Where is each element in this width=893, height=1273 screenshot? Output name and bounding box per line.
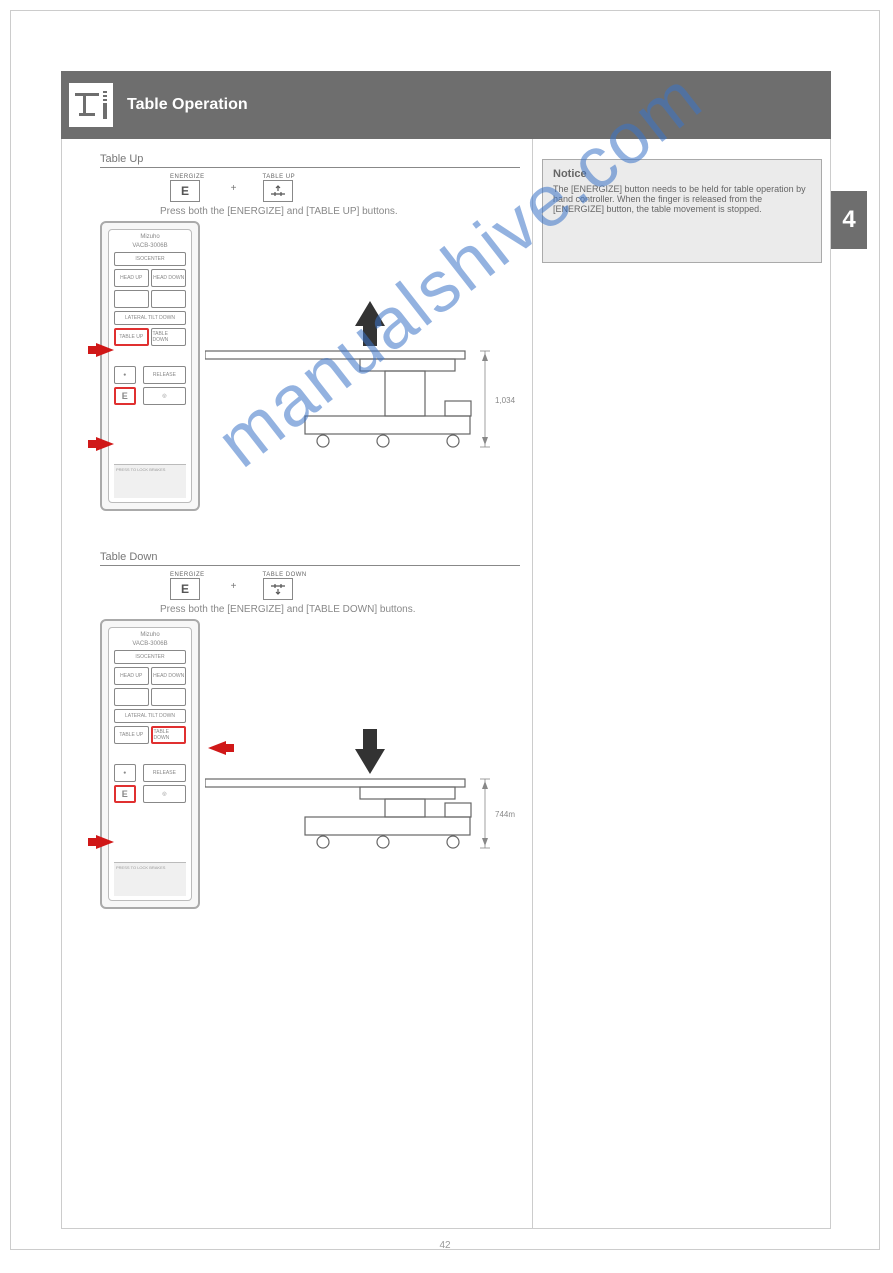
btn-box: E (170, 578, 200, 600)
divider (100, 167, 520, 168)
content-area: Table Up ENERGIZE E + TABLE UP Press bot… (61, 139, 831, 1229)
remote-btn-head-up: HEAD UP (114, 667, 149, 685)
arrow-pointer-icon (96, 343, 114, 357)
remote-btn (114, 688, 149, 706)
remote-footer: PRESS TO LOCK BRAKES (114, 862, 186, 896)
remote-btn (114, 290, 149, 308)
btn-box (263, 578, 293, 600)
remote-btn-head-up: HEAD UP (114, 269, 149, 287)
remote-btn-lateral: LATERAL TILT DOWN (114, 311, 186, 325)
table-drawing-up: 1,034mm (205, 291, 515, 461)
caption-down: Press both the [ENERGIZE] and [TABLE DOW… (160, 604, 520, 615)
plus-icon: + (231, 581, 237, 592)
remote-model: VACB-3006B (114, 641, 186, 647)
table-drawing-down: 744mm (205, 719, 515, 889)
dim-label: 744mm (495, 810, 515, 819)
arrow-pointer-icon (96, 835, 114, 849)
diagram-up: Mizuho VACB-3006B ISOCENTER HEAD UP HEAD… (100, 221, 520, 521)
remote-btn-table-down: TABLE DOWN (151, 726, 186, 744)
remote-btn (151, 688, 186, 706)
btn-label: TABLE UP (263, 174, 296, 180)
section-down-title: Table Down (100, 551, 520, 563)
energize-button-icon: ENERGIZE E (170, 572, 205, 600)
button-row-down: ENERGIZE E + TABLE DOWN (170, 572, 520, 600)
right-column: Notice The [ENERGIZE] button needs to be… (542, 139, 822, 263)
table-up-button-icon: TABLE UP (263, 174, 296, 202)
header-bar: Table Operation (61, 71, 831, 139)
page-frame: Table Operation 4 Table Up ENERGIZE E + … (10, 10, 880, 1250)
remote-btn-table-up: TABLE UP (114, 726, 149, 744)
remote-btn-head-down: HEAD DOWN (151, 667, 186, 685)
remote-btn-table-up: TABLE UP (114, 328, 149, 346)
page-number: 42 (439, 1240, 450, 1251)
column-divider (532, 139, 533, 1228)
remote-btn: ● (114, 764, 136, 782)
header-title: Table Operation (127, 96, 248, 114)
remote-btn: ◎ (143, 785, 186, 803)
remote-btn-release: RELEASE (143, 366, 186, 384)
btn-label: ENERGIZE (170, 174, 205, 180)
dim-label: 1,034mm (495, 396, 515, 405)
remote-brand: Mizuho (114, 234, 186, 240)
btn-box (263, 180, 293, 202)
left-column: Table Up ENERGIZE E + TABLE UP Press bot… (100, 139, 520, 1228)
remote-btn-head-down: HEAD DOWN (151, 269, 186, 287)
side-tab: 4 (831, 191, 867, 249)
remote-btn-isocenter: ISOCENTER (114, 650, 186, 664)
notice-body: The [ENERGIZE] button needs to be held f… (553, 184, 811, 214)
remote-btn-lateral: LATERAL TILT DOWN (114, 709, 186, 723)
notice-title: Notice (553, 168, 811, 180)
remote-btn-energize: E (114, 785, 136, 803)
energize-button-icon: ENERGIZE E (170, 174, 205, 202)
remote-btn-isocenter: ISOCENTER (114, 252, 186, 266)
remote-btn (151, 290, 186, 308)
remote-btn: ● (114, 366, 136, 384)
table-down-button-icon: TABLE DOWN (263, 572, 307, 600)
remote-btn-energize: E (114, 387, 136, 405)
divider (100, 565, 520, 566)
remote-brand: Mizuho (114, 632, 186, 638)
remote-controller: Mizuho VACB-3006B ISOCENTER HEAD UP HEAD… (100, 619, 200, 909)
caption-up: Press both the [ENERGIZE] and [TABLE UP]… (160, 206, 520, 217)
remote-footer: PRESS TO LOCK BRAKES (114, 464, 186, 498)
section-up-title: Table Up (100, 153, 520, 165)
btn-label: ENERGIZE (170, 572, 205, 578)
plus-icon: + (231, 183, 237, 194)
button-row-up: ENERGIZE E + TABLE UP (170, 174, 520, 202)
table-icon (69, 83, 113, 127)
btn-label: TABLE DOWN (263, 572, 307, 578)
remote-btn-table-down: TABLE DOWN (151, 328, 186, 346)
arrow-pointer-icon (96, 437, 114, 451)
remote-btn-release: RELEASE (143, 764, 186, 782)
remote-model: VACB-3006B (114, 243, 186, 249)
diagram-down: Mizuho VACB-3006B ISOCENTER HEAD UP HEAD… (100, 619, 520, 919)
remote-btn: ◎ (143, 387, 186, 405)
remote-controller: Mizuho VACB-3006B ISOCENTER HEAD UP HEAD… (100, 221, 200, 511)
notice-box: Notice The [ENERGIZE] button needs to be… (542, 159, 822, 263)
btn-box: E (170, 180, 200, 202)
